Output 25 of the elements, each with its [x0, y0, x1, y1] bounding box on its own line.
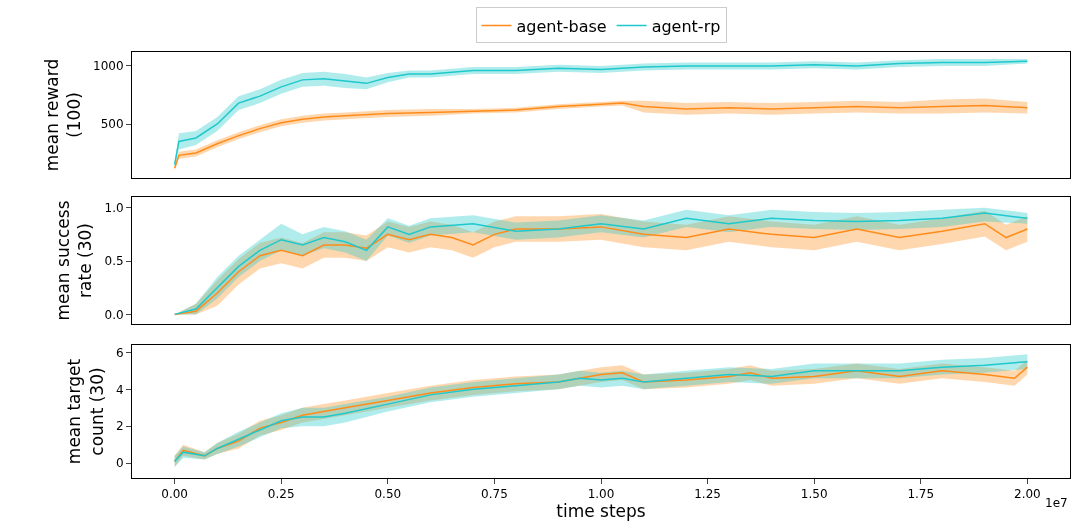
y-tick-label: 500 — [100, 117, 124, 132]
x-tick-label: 1.75 — [907, 487, 935, 502]
x-tick-label: 0.25 — [267, 487, 295, 502]
x-tick-label: 1.50 — [800, 487, 828, 502]
x-tick-label: 1.25 — [694, 487, 721, 502]
y-tick-label: 0.0 — [104, 307, 124, 322]
x-axis-title: time steps — [556, 501, 646, 522]
legend-label: agent-rp — [651, 16, 721, 36]
y-tick-label: 4 — [115, 382, 124, 397]
legend-label: agent-base — [516, 16, 607, 36]
y-tick-label: 1000 — [93, 59, 124, 74]
y-tick-label: 0.5 — [104, 254, 124, 269]
y-tick-label: 2 — [115, 419, 124, 434]
y-tick-label: 1.0 — [104, 200, 124, 215]
text: 1e7 — [1045, 496, 1068, 510]
y-tick-label: 0 — [115, 456, 124, 471]
y-axis-title: mean reward (100) — [41, 58, 84, 172]
x-tick-label: 0.75 — [481, 487, 508, 502]
x-tick-label: 0.50 — [374, 487, 402, 502]
x-tick-label: 0.00 — [161, 487, 188, 502]
x-tick-label: 1.00 — [587, 487, 615, 502]
y-axis-title: mean success rate (30) — [52, 200, 96, 321]
x-tick-label: 2.00 — [1014, 487, 1041, 502]
y-axis-title: mean target count (30) — [64, 358, 107, 465]
y-tick-label: 6 — [115, 345, 124, 360]
